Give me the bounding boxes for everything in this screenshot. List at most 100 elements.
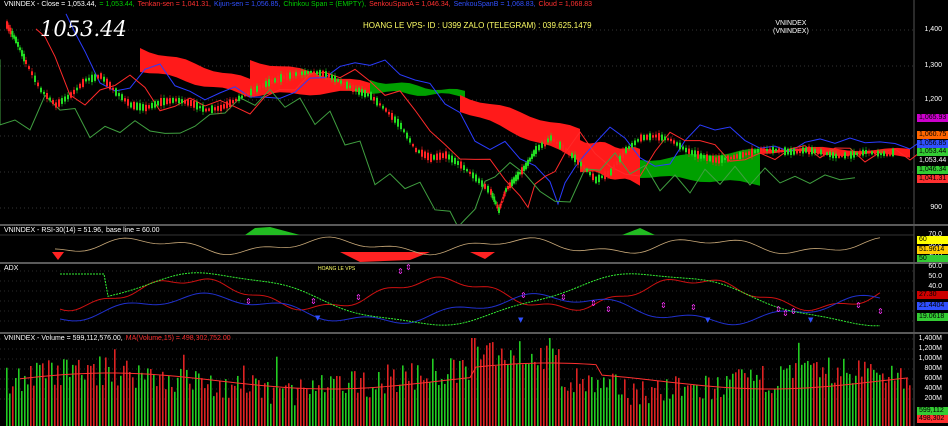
candle-body [124,98,126,102]
volume-bar [273,387,275,426]
candle-body [802,147,804,154]
candle-body [67,94,69,100]
candle-body [673,140,675,144]
candle-body [157,100,159,106]
volume-bar [363,372,365,426]
pane-divider[interactable] [0,262,948,264]
candle-body [298,71,300,76]
candle-body [487,185,489,193]
volume-bar [51,362,53,426]
candle-body [136,102,138,110]
volume-bar [84,379,86,426]
rsi-pane[interactable]: VNINDEX - RSI-30(14) = 51.96, base line =… [0,226,948,263]
volume-bar [123,365,125,426]
volume-bar [876,372,878,426]
candle-body [397,118,399,127]
volume-pane[interactable]: VNINDEX - Volume = 599,112,576.00, MA(Vol… [0,334,948,426]
axis-tick-label: 60.0 [928,263,942,270]
volume-bar [558,349,560,426]
price-pane[interactable]: VNINDEX - Close = 1,053.44, = 1,053.44, Te… [0,0,948,224]
candle-body [196,102,198,110]
volume-bar [42,363,44,426]
volume-bar [447,374,449,426]
volume-bar [645,395,647,426]
candle-body [781,149,783,152]
candle-body [112,87,114,90]
header-item: SenkouSpanB = 1,068.83, [453,1,536,8]
volume-bar [231,384,233,426]
candle-body [364,90,366,98]
volume-bar [441,378,443,426]
candle-body [439,152,441,160]
header-item: Cloud = 1,068.83 [538,1,593,8]
volume-bar [432,358,434,426]
volume-bar [465,366,467,426]
volume-bar [24,375,26,426]
volume-bar [183,354,185,426]
candle-body [46,93,48,99]
volume-bar [87,365,89,426]
price-tag: 498,302 [917,415,948,423]
signal-arrow-icon: ⇕ [560,293,567,302]
price-chart[interactable] [0,0,948,224]
volume-bar [882,373,884,426]
candle-body [685,147,687,153]
volume-bar [417,365,419,426]
volume-chart[interactable] [0,334,948,426]
volume-bar [534,361,536,426]
adx-chart[interactable]: HOANG LE VPS⇕ ⇕ ⇕⇕ ⇕⇕ ⇕⇕⇕ ⇕ ⇕ ⇕ ⇕ ⇕⇕⇕▼ ▼ ▼ ▼ [0,264,948,332]
volume-bar [312,380,314,426]
volume-bar [372,387,374,426]
volume-bar [333,378,335,426]
volume-bar [486,345,488,426]
candle-body [91,74,93,83]
pane-divider[interactable] [0,332,948,334]
candle-body [553,138,555,143]
candle-body [211,105,213,114]
candle-body [703,155,705,159]
volume-bar [735,372,737,426]
candle-body [604,171,606,180]
axis-tick-label: 600M [924,375,942,382]
candle-body [370,92,372,100]
candle-body [733,155,735,160]
volume-bar [648,403,650,426]
volume-bar [795,363,797,426]
candle-body [494,201,497,205]
candle-body [808,146,810,155]
volume-bar [48,360,50,426]
volume-bar [117,385,119,426]
signal-arrow-icon: ⇕ [775,305,782,314]
rsi-oversold-fill [52,252,64,260]
price-tag: 599,112 [917,407,948,415]
volume-bar [495,365,497,426]
volume-bar [657,380,659,426]
volume-bar [798,342,800,426]
volume-bar [615,374,617,426]
pane-divider[interactable] [0,224,948,226]
candle-body [643,134,645,141]
candle-body [634,140,636,146]
candle-body [355,88,357,92]
volume-bar [768,390,770,426]
candle-body [509,182,511,189]
adx-pane[interactable]: ADX HOANG LE VPS ⇕ ⇕ ⇕ ⇕ ⇕ ⇕ ⇕ ⇕ ⇕ ⇕ ⇕ ⇕ ⇕ ⇕ ⇕ ⇕ ▼ ▼ ▼ ▼ 60.… [0,263,948,332]
volume-bar [66,359,68,426]
candle-body [17,41,19,47]
volume-bar [315,390,317,426]
volume-bar [594,392,596,426]
volume-bar [396,392,398,426]
candle-body [496,204,499,209]
signal-arrow-icon: ⇕ [855,301,862,310]
candle-body [784,147,786,156]
candle-body [691,150,693,155]
volume-bar [210,375,212,426]
volume-bar [39,364,41,426]
volume-bar [225,379,227,426]
rsi-chart[interactable] [0,226,948,262]
candle-body [319,70,321,77]
volume-bar [321,375,323,426]
volume-bar [270,403,272,426]
volume-bar [813,363,815,426]
volume-bar [573,392,575,426]
